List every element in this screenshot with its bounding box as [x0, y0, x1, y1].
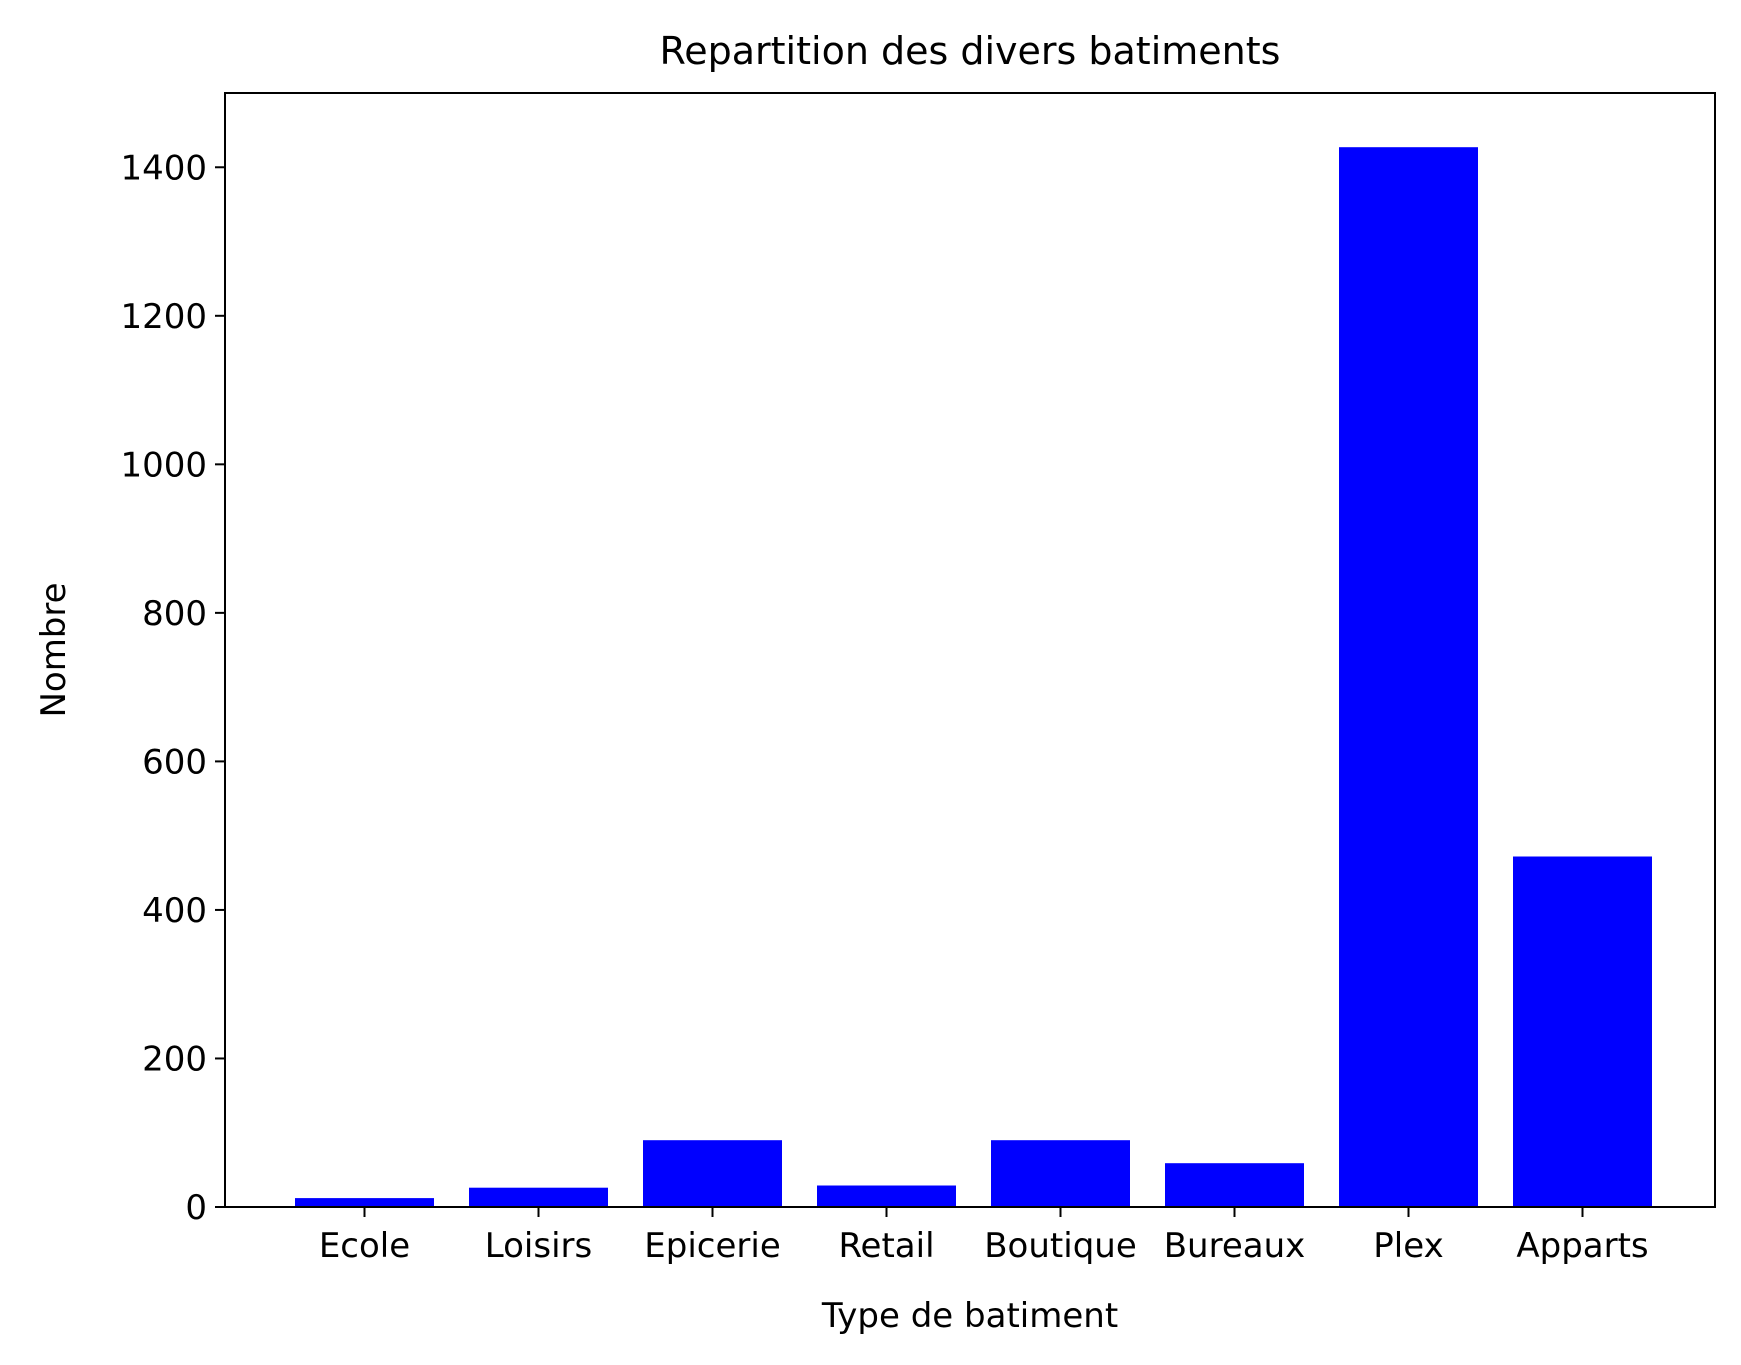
x-tick-label-bureaux: Bureaux [1164, 1226, 1306, 1266]
bar-loisirs [469, 1187, 608, 1207]
bar-boutique [991, 1140, 1130, 1207]
y-tick-label-600: 600 [142, 742, 207, 782]
x-tick-label-retail: Retail [838, 1226, 934, 1266]
y-axis-label: Nombre [34, 582, 74, 717]
x-tick-label-boutique: Boutique [984, 1226, 1137, 1266]
y-tick-label-0: 0 [185, 1188, 207, 1228]
bars-layer [295, 147, 1652, 1208]
y-tick-label-1400: 1400 [120, 148, 207, 188]
y-tick-label-200: 200 [142, 1039, 207, 1079]
y-tick-label-1200: 1200 [120, 297, 207, 337]
x-tick-label-apparts: Apparts [1516, 1226, 1648, 1266]
bar-bureaux [1165, 1163, 1304, 1207]
x-axis-label: Type de batiment [821, 1296, 1118, 1336]
x-tick-label-epicerie: Epicerie [644, 1226, 780, 1266]
bar-plex [1339, 147, 1478, 1208]
bar-retail [817, 1185, 956, 1207]
y-tick-label-800: 800 [142, 594, 207, 634]
ticks-layer: Ecole Loisirs Epicerie Retail Boutique Bureau… [120, 148, 1648, 1266]
chart-title: Repartition des divers batiments [660, 29, 1281, 73]
bar-ecole [295, 1198, 434, 1207]
x-tick-label-ecole: Ecole [319, 1226, 410, 1266]
bar-apparts [1513, 856, 1652, 1207]
x-tick-label-loisirs: Loisirs [485, 1226, 592, 1266]
y-tick-label-400: 400 [142, 891, 207, 931]
bar-epicerie [643, 1140, 782, 1207]
plot-frame [224, 92, 1716, 1208]
x-tick-label-plex: Plex [1373, 1226, 1443, 1266]
y-tick-label-1000: 1000 [120, 445, 207, 485]
